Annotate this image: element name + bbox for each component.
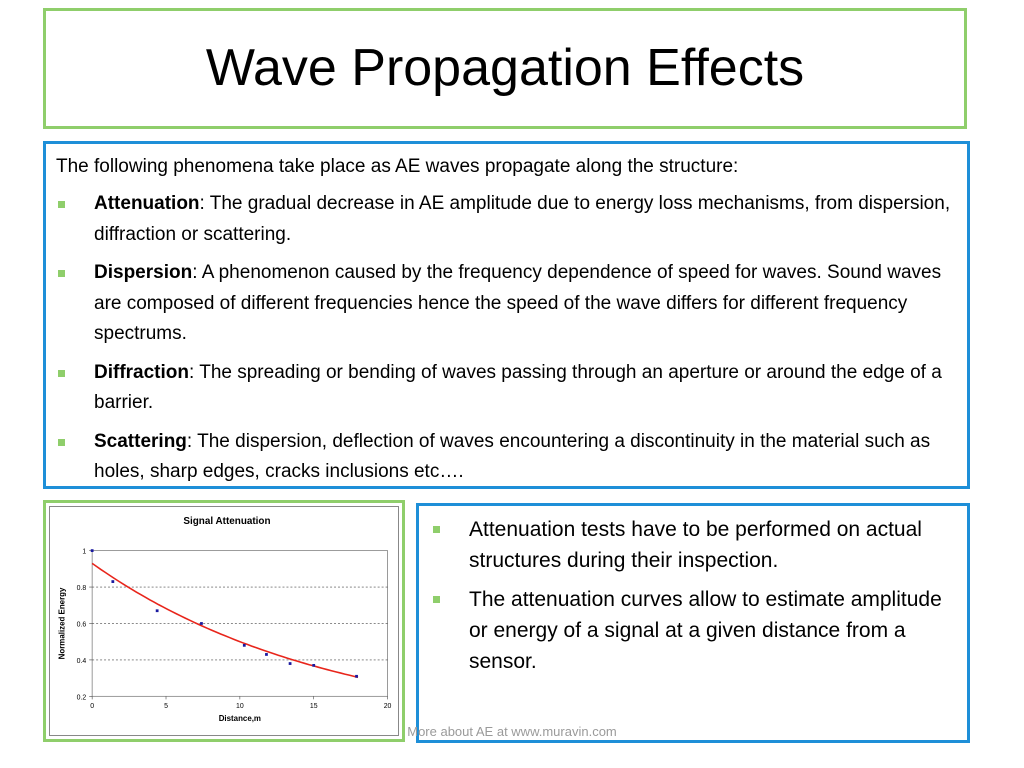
list-item-dispersion: Dispersion: A phenomenon caused by the f… (56, 258, 957, 350)
x-tick-label: 10 (236, 703, 244, 710)
notes-list: Attenuation tests have to be performed o… (431, 514, 955, 677)
square-bullet-icon (58, 438, 65, 446)
y-axis-label: Normalized Energy (57, 587, 66, 659)
y-tick-label: 0.6 (77, 621, 87, 628)
title-box: Wave Propagation Effects (43, 8, 967, 129)
term-label: Scattering (94, 430, 187, 452)
notes-box: Attenuation tests have to be performed o… (416, 503, 970, 743)
footer-link[interactable]: More about AE at www.muravin.com (407, 724, 617, 739)
data-point (288, 662, 292, 665)
list-item-scattering: Scattering: The dispersion, deflection o… (56, 427, 957, 488)
term-label: Attenuation (94, 193, 200, 214)
x-tick-label: 0 (90, 703, 94, 710)
data-point (155, 609, 159, 613)
data-point (312, 663, 316, 667)
data-point (90, 549, 94, 553)
square-bullet-icon (433, 596, 440, 603)
square-bullet-icon (58, 369, 65, 377)
intro-text: The following phenomena take place as AE… (56, 156, 739, 177)
data-point (265, 653, 268, 656)
plot-area: 0.20.40.60.810 5 10 15 20 (77, 549, 392, 711)
chart-box: Signal Attenuation Distance,m Normalized… (43, 500, 405, 742)
data-point (111, 580, 115, 583)
trendline (91, 562, 359, 679)
term-description: : The dispersion, deflection of waves en… (94, 430, 931, 483)
note-text: The attenuation curves allow to estimate… (469, 588, 942, 673)
attenuation-chart: Signal Attenuation Distance,m Normalized… (57, 516, 392, 723)
y-tick-label: 0.8 (77, 585, 87, 592)
term-label: Diffraction (94, 361, 189, 383)
term-label: Dispersion (94, 262, 193, 283)
square-bullet-icon (58, 270, 65, 277)
list-item-diffraction: Diffraction: The spreading or bending of… (56, 358, 957, 419)
term-description: : The spreading or bending of waves pass… (94, 361, 942, 414)
phenomena-list: Attenuation: The gradual decrease in AE … (56, 189, 957, 488)
data-point (355, 674, 358, 678)
term-description: : A phenomenon caused by the frequency d… (94, 262, 942, 344)
list-item-attenuation: Attenuation: The gradual decrease in AE … (56, 189, 957, 250)
data-point (200, 622, 203, 625)
term-description: : The gradual decrease in AE amplitude d… (94, 193, 951, 245)
square-bullet-icon (433, 526, 440, 533)
note-text: Attenuation tests have to be performed o… (469, 518, 922, 572)
y-tick-label: 1 (82, 549, 86, 556)
x-tick-label: 20 (384, 703, 392, 710)
y-tick-label: 0.2 (77, 694, 87, 701)
y-tick-label: 0.4 (77, 658, 87, 665)
data-point (242, 643, 246, 647)
note-item: The attenuation curves allow to estimate… (431, 584, 955, 677)
x-tick-label: 5 (164, 703, 168, 710)
x-tick-label: 15 (310, 703, 318, 710)
square-bullet-icon (58, 201, 65, 208)
x-axis-label: Distance,m (219, 714, 261, 723)
slide-title: Wave Propagation Effects (205, 39, 805, 97)
chart-frame: Signal Attenuation Distance,m Normalized… (49, 506, 399, 736)
chart-title: Signal Attenuation (183, 516, 270, 527)
phenomena-box: The following phenomena take place as AE… (43, 141, 970, 489)
note-item: Attenuation tests have to be performed o… (431, 514, 955, 576)
